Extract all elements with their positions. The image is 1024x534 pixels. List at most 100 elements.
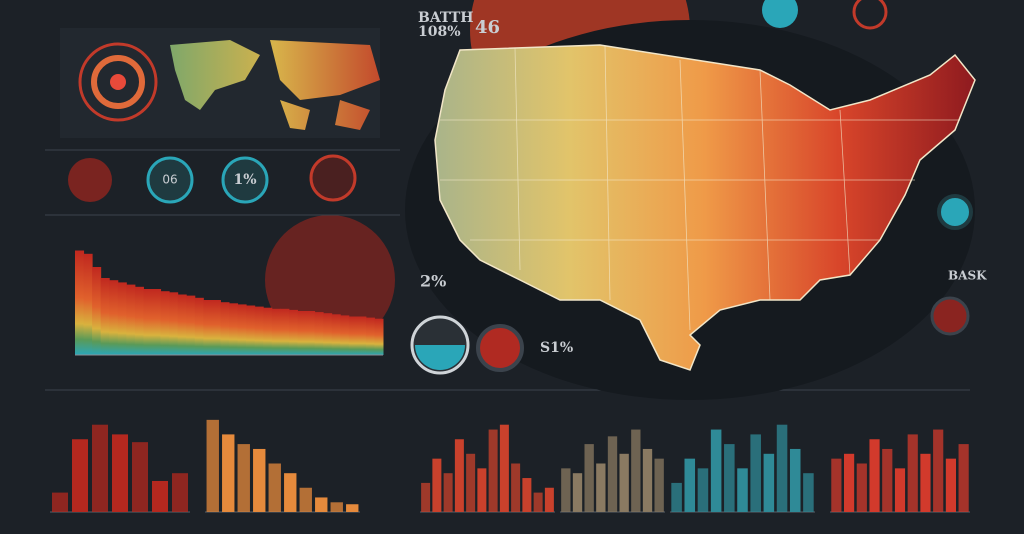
trend-bar [254,306,264,355]
bar [710,429,722,512]
trend-bar [229,303,239,355]
bar [958,444,969,512]
bar [466,453,476,512]
bar [544,487,554,512]
trend-bar [306,311,316,355]
bar [844,453,855,512]
gauge-fill [415,345,465,370]
bar [511,463,521,512]
bar [132,442,148,512]
trend-bar [271,308,281,355]
bar [454,439,464,512]
bar [561,468,571,512]
trend-bar [152,289,162,355]
gauge-label: 1% [233,172,256,188]
bar [330,502,343,512]
map-value: 108% [418,24,461,40]
bar [789,448,801,512]
trend-bar [246,305,256,355]
trend-bar [126,284,136,355]
gauge-label: 06 [162,173,177,187]
bar [631,429,641,512]
bar [737,468,748,512]
trend-bar [100,278,110,355]
trend-bar [357,316,367,355]
gauge [930,296,970,336]
trend-bar [288,309,298,355]
trend-bar [117,282,127,355]
callout: 2% [420,272,446,291]
bar [584,444,594,512]
gauge [309,154,357,202]
callout: BASK [948,269,987,283]
bar [856,463,867,512]
bar [253,448,266,512]
gauge [937,194,973,230]
bar [945,458,956,512]
bar [488,429,498,512]
bar [206,419,219,512]
trend-bar [160,291,170,355]
bar [222,434,235,512]
trend-bar [134,286,144,355]
gauge [221,156,269,204]
trend-bar [211,300,221,355]
trend-bar [177,294,187,355]
bar [750,434,761,512]
bar [533,492,543,512]
trend-bar [348,316,358,355]
bar [831,458,842,512]
trend-bar [203,300,213,355]
gauge [852,0,888,30]
bar [654,458,664,512]
trend-bar [194,297,204,355]
bar [907,434,918,512]
bar [776,424,788,512]
trend-bar [340,315,350,355]
trend-bar [169,292,179,355]
trend-bar [220,302,230,355]
trend-bar [186,295,196,355]
bar [499,424,509,512]
bar [933,429,944,512]
bar [763,453,775,512]
bar [268,463,281,512]
bar [52,492,68,512]
bar [315,497,328,512]
trend-bar [109,280,119,355]
bar [642,448,653,512]
bar [572,473,583,512]
bar [684,458,696,512]
gauge [68,158,112,202]
state-borders [440,45,960,331]
trend-bar [237,304,247,355]
ring [91,55,145,109]
callout: S1% [540,340,573,356]
bar [803,473,814,512]
bar [299,487,312,512]
trend-bar [280,308,290,355]
bar [882,448,893,512]
bar [112,434,128,512]
bar [724,444,735,512]
trend-bar [374,318,384,355]
ring [110,74,126,90]
world-map [170,40,380,130]
trend-bar [83,253,93,355]
trend-bar [263,307,273,355]
bar [421,482,431,512]
trend-bar [323,313,333,355]
bar [522,478,532,512]
bar [432,458,442,512]
bar [619,453,629,512]
trend-bar [297,311,307,355]
us-map [434,44,976,371]
bar [869,439,880,512]
bar [477,468,487,512]
bar [671,482,682,512]
trend-bar [75,250,85,355]
bar [697,468,709,512]
bar [172,473,188,512]
bar [894,468,906,512]
